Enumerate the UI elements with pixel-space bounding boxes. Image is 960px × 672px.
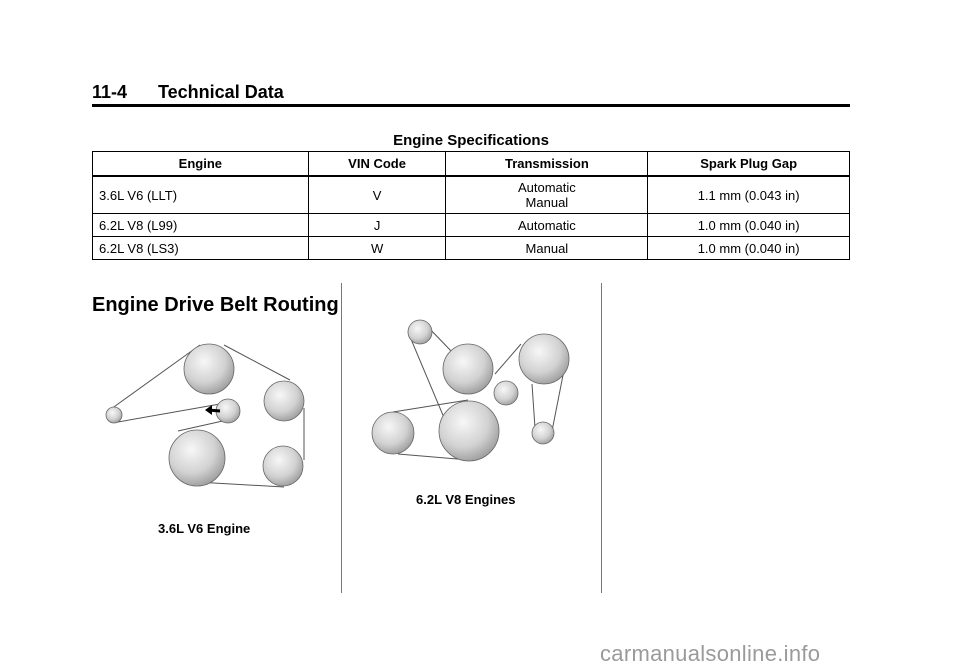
belt-strand	[117, 403, 221, 423]
vin-cell: V	[307, 175, 447, 214]
page-header: 11-4 Technical Data	[92, 82, 850, 107]
pulley	[371, 411, 415, 455]
column-header-vin: VIN Code	[307, 151, 447, 177]
belt-tensioner-arrow-icon	[205, 405, 221, 415]
transmission-cell: Manual	[445, 236, 649, 260]
pulley	[263, 380, 305, 422]
belt-strand	[531, 383, 536, 429]
belt-strand	[407, 331, 446, 421]
engine-cell: 6.2L V8 (L99)	[92, 213, 309, 237]
spec-table-title: Engine Specifications	[393, 132, 549, 149]
transmission-line: Automatic	[517, 180, 576, 195]
belt-strand	[110, 344, 201, 410]
engine-spec-table: Engine VIN Code Transmission Spark Plug …	[92, 151, 850, 260]
v6-belt-diagram	[105, 343, 305, 488]
belt-strand	[223, 344, 291, 381]
column-header-engine: Engine	[92, 151, 309, 177]
chapter-title: Technical Data	[158, 82, 284, 102]
pulley	[105, 406, 123, 424]
footer-watermark: carmanualsonline.info	[600, 641, 821, 666]
column-header-gap: Spark Plug Gap	[647, 151, 850, 177]
pulley	[531, 421, 555, 445]
column-divider	[601, 283, 602, 593]
page-number: 11-4	[92, 82, 128, 102]
v8-belt-diagram	[371, 319, 570, 462]
engine-cell: 6.2L V8 (LS3)	[92, 236, 309, 260]
gap-cell: 1.0 mm (0.040 in)	[647, 236, 850, 260]
pulley	[442, 343, 494, 395]
section-title: Engine Drive Belt Routing	[92, 294, 339, 316]
engine-cell: 3.6L V6 (LLT)	[92, 175, 309, 214]
transmission-cell: Automatic Manual	[445, 175, 649, 214]
table-row: 6.2L V8 (LS3) W Manual 1.0 mm (0.040 in)	[92, 236, 850, 260]
gap-cell: 1.0 mm (0.040 in)	[647, 213, 850, 237]
pulley	[493, 380, 519, 406]
table-row: 3.6L V6 (LLT) V Automatic Manual 1.1 mm …	[92, 175, 850, 214]
pulley	[168, 429, 226, 487]
pulley	[183, 343, 235, 395]
gap-cell: 1.1 mm (0.043 in)	[647, 175, 850, 214]
belt-strand	[392, 399, 469, 413]
belt-strand	[494, 343, 522, 375]
table-header-row: Engine VIN Code Transmission Spark Plug …	[92, 151, 850, 177]
v6-diagram-caption: 3.6L V6 Engine	[158, 521, 251, 536]
pulley	[518, 333, 570, 385]
pulley	[262, 445, 304, 487]
column-divider	[341, 283, 342, 593]
pulley	[438, 400, 500, 462]
vin-cell: J	[307, 213, 447, 237]
table-row: 6.2L V8 (L99) J Automatic 1.0 mm (0.040 …	[92, 213, 850, 237]
pulley	[407, 319, 433, 345]
vin-cell: W	[307, 236, 447, 260]
v8-diagram-caption: 6.2L V8 Engines	[416, 492, 516, 507]
column-header-transmission: Transmission	[445, 151, 649, 177]
transmission-cell: Automatic	[445, 213, 649, 237]
transmission-line: Manual	[525, 195, 569, 210]
